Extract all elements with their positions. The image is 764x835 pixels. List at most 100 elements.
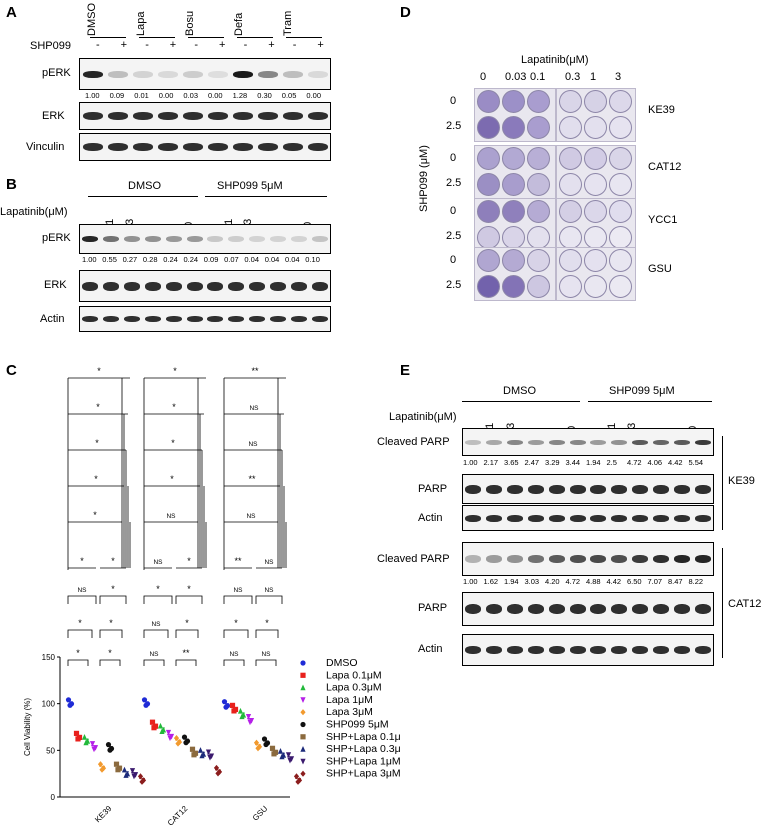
panel-e-blot-actin-cat12 bbox=[462, 634, 714, 666]
x-category-label: GSU bbox=[251, 804, 270, 823]
blot-band bbox=[507, 604, 524, 614]
colony-well bbox=[502, 116, 525, 139]
label-text: 2.5 bbox=[606, 458, 617, 467]
blot-band bbox=[311, 236, 328, 242]
sig-label: * bbox=[111, 556, 115, 566]
blot-band bbox=[207, 112, 228, 120]
label-text: 4.88 bbox=[586, 577, 601, 586]
colony-well bbox=[559, 275, 582, 298]
blot-band bbox=[182, 143, 203, 151]
blot-band bbox=[207, 316, 224, 322]
label-text: 2.47 bbox=[524, 458, 540, 467]
colony-well bbox=[502, 147, 525, 170]
drug-underline bbox=[188, 37, 224, 38]
drug-label: Tram bbox=[282, 10, 294, 36]
data-point bbox=[277, 748, 284, 754]
blot-band bbox=[82, 236, 99, 242]
legend-entry: Lapa 0.3μM bbox=[326, 682, 382, 694]
cell-line-label: KE39 bbox=[648, 104, 675, 116]
data-point bbox=[100, 765, 107, 772]
data-point bbox=[143, 702, 149, 708]
sig-label: NS bbox=[77, 587, 87, 594]
panel-a-row-perk: pERK bbox=[42, 67, 71, 79]
blot-band bbox=[694, 555, 711, 563]
sig-bracket bbox=[143, 659, 165, 666]
panel-e-group-shp: SHP099 5μM bbox=[609, 385, 675, 397]
y-tick-label: 0 bbox=[51, 793, 56, 802]
sig-label: * bbox=[171, 438, 175, 448]
data-point bbox=[300, 697, 306, 703]
blot-band bbox=[207, 143, 228, 151]
data-point bbox=[221, 699, 228, 705]
sig-bracket bbox=[223, 629, 249, 638]
colony-well bbox=[477, 116, 500, 139]
blot-band bbox=[269, 281, 286, 291]
blot-band bbox=[107, 112, 128, 120]
data-point bbox=[285, 752, 292, 758]
colony-well bbox=[609, 90, 632, 113]
label-text: 0.01 bbox=[134, 91, 149, 100]
blot-band bbox=[569, 484, 586, 494]
blot-band bbox=[132, 143, 153, 151]
sig-bracket bbox=[67, 629, 93, 638]
panel-e-group-dmso: DMSO bbox=[503, 385, 536, 397]
sig-bracket bbox=[255, 595, 283, 604]
data-point bbox=[139, 778, 145, 785]
blot-band bbox=[486, 439, 503, 445]
blot-band bbox=[486, 484, 503, 494]
colony-well bbox=[502, 249, 525, 272]
blot-band bbox=[548, 439, 565, 445]
drug-label: Lapa bbox=[135, 11, 147, 36]
colony-well bbox=[527, 200, 550, 223]
blot-band bbox=[569, 514, 586, 522]
panel-e-row-parp-top: PARP bbox=[418, 483, 448, 495]
sig-bracket bbox=[99, 629, 123, 638]
data-point bbox=[239, 713, 245, 720]
data-point bbox=[247, 719, 253, 726]
blot-band bbox=[282, 112, 303, 120]
panel-e-row-parp-bottom: PARP bbox=[418, 602, 448, 614]
sig-label: NS bbox=[151, 621, 161, 628]
colony-well bbox=[477, 249, 500, 272]
blot-band bbox=[694, 484, 711, 494]
blot-band bbox=[465, 604, 482, 614]
blot-band bbox=[165, 316, 182, 322]
panel-a-blot-erk bbox=[79, 102, 331, 130]
blot-band bbox=[611, 484, 628, 494]
panel-e-group-line-dmso bbox=[462, 401, 580, 402]
sig-label: * bbox=[109, 618, 113, 628]
data-point bbox=[75, 736, 81, 742]
data-point bbox=[269, 745, 276, 751]
label-text: 3.65 bbox=[504, 458, 519, 467]
blot-band bbox=[228, 281, 245, 291]
blot-band bbox=[465, 484, 482, 494]
data-point bbox=[213, 764, 220, 772]
data-point bbox=[141, 697, 148, 703]
colony-well bbox=[477, 173, 500, 196]
blot-band bbox=[590, 484, 607, 494]
sig-bracket bbox=[175, 659, 197, 666]
y-tick-label: 50 bbox=[46, 746, 55, 755]
panel-d-y-label: SHP099 (μM) bbox=[418, 145, 430, 212]
blot-band bbox=[673, 555, 690, 563]
sig-label: * bbox=[234, 618, 238, 628]
sig-label: * bbox=[76, 648, 80, 658]
label-text: + bbox=[268, 39, 275, 51]
blot-band bbox=[590, 439, 607, 445]
label-text: 4.72 bbox=[627, 458, 642, 467]
panel-b-row-actin: Actin bbox=[40, 313, 65, 325]
data-point bbox=[167, 735, 173, 742]
label-text: 0.00 bbox=[158, 91, 174, 100]
drug-label: Defa bbox=[233, 12, 245, 36]
data-point bbox=[253, 739, 260, 746]
colony-well bbox=[527, 226, 550, 249]
label-text: 3.03 bbox=[524, 577, 540, 586]
panel-d-dose-label: Lapatinib(μM) bbox=[521, 54, 589, 66]
sig-label: ** bbox=[251, 366, 259, 376]
colony-well bbox=[584, 200, 607, 223]
data-point bbox=[97, 761, 104, 768]
label-text: 1.00 bbox=[463, 458, 478, 467]
blot-band bbox=[611, 555, 628, 563]
blot-band bbox=[207, 281, 224, 291]
blot-band bbox=[486, 555, 503, 563]
